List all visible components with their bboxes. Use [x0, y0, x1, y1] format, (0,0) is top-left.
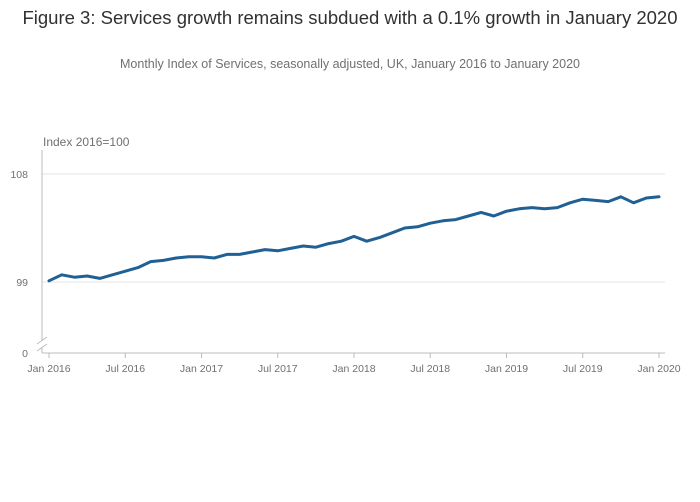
data-point[interactable] [73, 276, 76, 279]
data-point[interactable] [403, 226, 407, 230]
x-tick-label: Jan 2017 [180, 363, 223, 375]
data-point[interactable] [289, 247, 292, 250]
data-point[interactable] [47, 279, 51, 282]
x-tick-labels: Jan 2016 Jul 2016 Jan 2017 Jul 2017 Jan 2018… [27, 353, 681, 375]
data-point[interactable] [632, 201, 635, 204]
data-point[interactable] [606, 200, 610, 203]
x-tick-label: Jan 2018 [332, 363, 375, 375]
data-point[interactable] [429, 222, 432, 225]
x-tick-label: Jul 2019 [563, 363, 603, 375]
gridlines [42, 173, 665, 283]
data-point[interactable] [136, 266, 140, 269]
data-point[interactable] [340, 240, 343, 243]
data-point[interactable] [352, 235, 356, 238]
data-point[interactable] [187, 255, 190, 258]
data-point[interactable] [505, 210, 508, 213]
data-point[interactable] [378, 236, 381, 239]
y-axis-label: Index 2016=100 [43, 135, 130, 149]
data-point[interactable] [301, 244, 305, 248]
axis-break-mark [36, 343, 48, 352]
data-point[interactable] [174, 256, 178, 260]
chart-subtitle: Monthly Index of Services, seasonally ad… [120, 57, 580, 71]
data-point[interactable] [441, 219, 445, 222]
x-tick-label: Jul 2017 [258, 363, 298, 375]
data-point[interactable] [454, 218, 457, 221]
data-point[interactable] [111, 273, 114, 276]
data-point[interactable] [568, 201, 572, 204]
data-point[interactable] [416, 225, 419, 228]
data-point[interactable] [657, 195, 661, 198]
data-point[interactable] [124, 270, 127, 273]
data-point[interactable] [390, 231, 394, 234]
data-point[interactable] [556, 206, 559, 209]
data-point[interactable] [200, 255, 203, 258]
data-point[interactable] [238, 253, 241, 256]
x-tick-label: Jan 2019 [485, 363, 528, 375]
x-tick-label: Jul 2018 [410, 363, 450, 375]
data-point[interactable] [327, 242, 330, 245]
data-point[interactable] [276, 249, 279, 252]
data-point[interactable] [251, 250, 254, 254]
data-point[interactable] [98, 277, 102, 280]
data-point[interactable] [60, 273, 63, 276]
data-point[interactable] [467, 214, 470, 218]
series-line [47, 195, 661, 283]
data-point[interactable] [530, 206, 534, 209]
y-tick-label: 108 [10, 169, 28, 181]
data-point[interactable] [263, 248, 267, 251]
chart-title: Figure 3: Services growth remains subdue… [22, 7, 678, 28]
series-layer [47, 195, 661, 283]
y-tick-label: 0 [22, 348, 28, 360]
data-point[interactable] [645, 196, 648, 200]
data-point[interactable] [213, 256, 216, 260]
data-point[interactable] [162, 259, 165, 262]
data-point[interactable] [149, 260, 152, 263]
data-point[interactable] [619, 195, 623, 198]
data-point[interactable] [543, 207, 546, 210]
data-point[interactable] [479, 211, 483, 214]
data-point[interactable] [581, 198, 584, 201]
axis-break-mark [36, 336, 48, 345]
data-point[interactable] [594, 199, 597, 202]
data-point[interactable] [85, 274, 89, 278]
data-point[interactable] [225, 253, 229, 256]
axes [36, 150, 665, 354]
data-point[interactable] [365, 240, 368, 243]
data-point[interactable] [492, 214, 495, 218]
x-tick-label: Jan 2020 [637, 363, 680, 375]
x-tick-label: Jul 2016 [105, 363, 145, 375]
data-point[interactable] [314, 246, 318, 249]
y-tick-label: 99 [16, 277, 28, 289]
data-point[interactable] [518, 207, 521, 210]
x-tick-label: Jan 2016 [27, 363, 70, 375]
y-tick-labels: 0 99 108 [10, 169, 28, 360]
